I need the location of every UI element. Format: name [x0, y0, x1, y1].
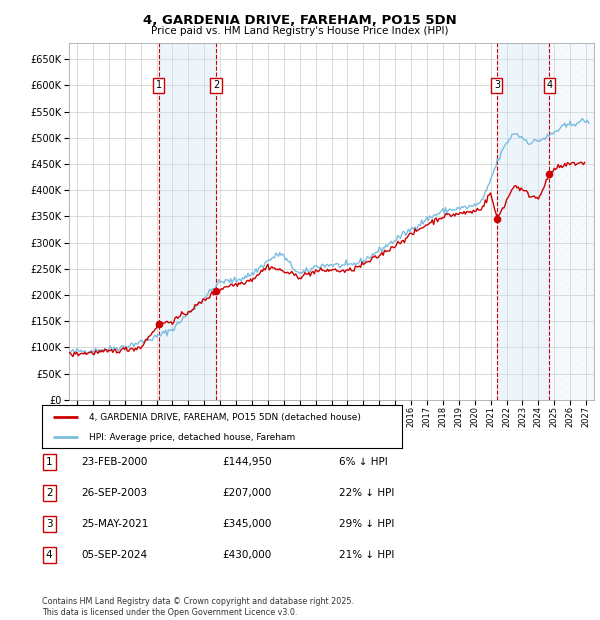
Text: Price paid vs. HM Land Registry's House Price Index (HPI): Price paid vs. HM Land Registry's House …	[151, 26, 449, 36]
Bar	[158, 43, 216, 400]
Text: 3: 3	[46, 519, 53, 529]
Point	[154, 319, 163, 329]
Text: 29% ↓ HPI: 29% ↓ HPI	[339, 519, 394, 529]
Text: 23-FEB-2000: 23-FEB-2000	[81, 457, 148, 467]
Text: 21% ↓ HPI: 21% ↓ HPI	[339, 550, 394, 560]
Bar	[549, 43, 594, 400]
Text: 26-SEP-2003: 26-SEP-2003	[81, 488, 147, 498]
Point	[211, 286, 221, 296]
Text: 4, GARDENIA DRIVE, FAREHAM, PO15 5DN: 4, GARDENIA DRIVE, FAREHAM, PO15 5DN	[143, 14, 457, 27]
Text: 2: 2	[213, 81, 219, 91]
Text: 2: 2	[46, 488, 53, 498]
Text: £430,000: £430,000	[222, 550, 271, 560]
Text: 4: 4	[46, 550, 53, 560]
Bar	[497, 43, 549, 400]
Text: £207,000: £207,000	[222, 488, 271, 498]
Point	[544, 169, 554, 179]
Text: 25-MAY-2021: 25-MAY-2021	[81, 519, 148, 529]
Text: £345,000: £345,000	[222, 519, 271, 529]
Text: 4: 4	[546, 81, 552, 91]
Text: 1: 1	[155, 81, 161, 91]
Text: 3: 3	[494, 81, 500, 91]
Text: HPI: Average price, detached house, Fareham: HPI: Average price, detached house, Fare…	[89, 433, 295, 441]
Text: 6% ↓ HPI: 6% ↓ HPI	[339, 457, 388, 467]
Point	[492, 214, 502, 224]
Text: £144,950: £144,950	[222, 457, 272, 467]
Text: 1: 1	[46, 457, 53, 467]
Text: Contains HM Land Registry data © Crown copyright and database right 2025.
This d: Contains HM Land Registry data © Crown c…	[42, 598, 354, 617]
Text: 22% ↓ HPI: 22% ↓ HPI	[339, 488, 394, 498]
Text: 4, GARDENIA DRIVE, FAREHAM, PO15 5DN (detached house): 4, GARDENIA DRIVE, FAREHAM, PO15 5DN (de…	[89, 413, 361, 422]
Text: 05-SEP-2024: 05-SEP-2024	[81, 550, 147, 560]
